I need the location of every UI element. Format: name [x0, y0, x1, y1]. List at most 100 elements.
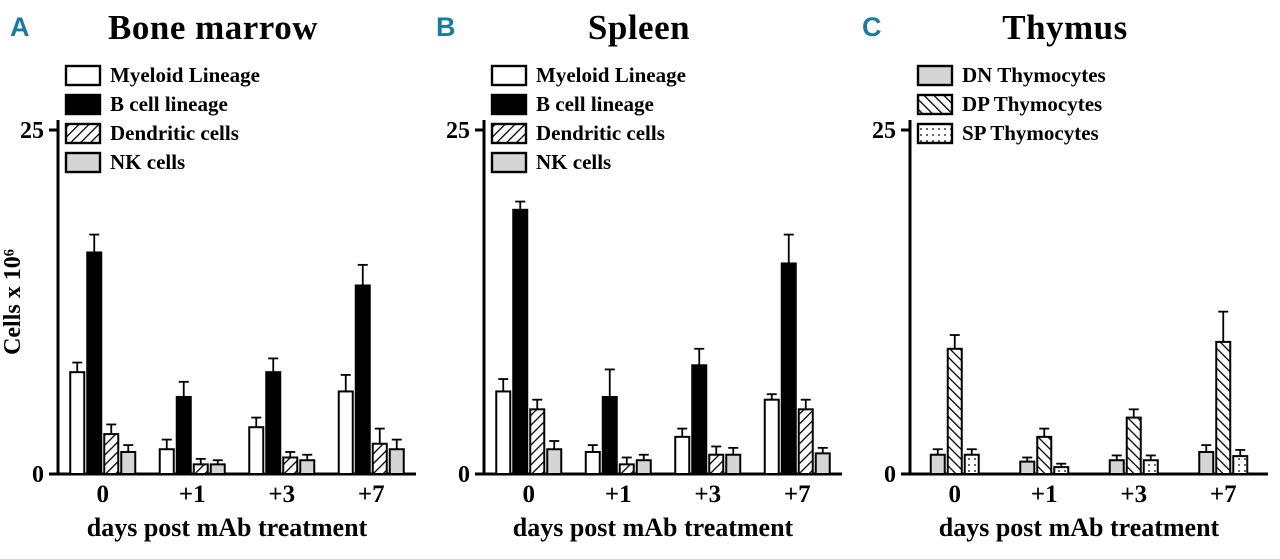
- bar: [337, 390, 354, 475]
- bar: [963, 453, 980, 475]
- legend: DN Thymocytes DP Thymocytes SP Thymocytes: [916, 63, 1106, 145]
- axes: 0 25: [872, 118, 1268, 488]
- x-tick-label: 0: [523, 481, 536, 508]
- bar: [209, 463, 226, 476]
- bar: [584, 450, 601, 476]
- bar: [388, 448, 405, 475]
- legend-label: B cell lineage: [110, 92, 228, 116]
- legend-label: Myeloid Lineage: [110, 63, 260, 87]
- bar: [1019, 460, 1036, 475]
- bar: [814, 452, 831, 475]
- bar: [1125, 416, 1142, 476]
- legend-swatch-solid-white: [490, 64, 528, 87]
- bar: [674, 435, 691, 475]
- legend-swatch-dots: [916, 122, 954, 145]
- y-tick-label: 0: [32, 462, 44, 488]
- bar: [691, 364, 708, 475]
- bar: [248, 426, 265, 476]
- bar: [635, 459, 652, 475]
- y-tick-label: 0: [458, 462, 470, 488]
- bar: [120, 450, 137, 476]
- x-tick-label: +3: [268, 481, 295, 508]
- panel-letter-a: A: [10, 12, 30, 42]
- x-tick-label: +7: [784, 481, 811, 508]
- legend-label: Dendritic cells: [110, 121, 239, 145]
- panel-letter-c: C: [862, 12, 882, 42]
- legend-label: DN Thymocytes: [962, 63, 1106, 87]
- legend: Myeloid Lineage B cell lineage Dendritic c…: [490, 63, 686, 174]
- legend-label: B cell lineage: [536, 92, 654, 116]
- legend-swatch-solid-gray: [916, 64, 954, 87]
- bar: [708, 453, 725, 475]
- bar: [192, 463, 209, 476]
- bar: [103, 433, 120, 476]
- bar-chart-bone-marrow: 0 25 0 +1 +3 +7 days post mAb treatment Cells x…: [0, 63, 416, 542]
- bar: [546, 448, 563, 475]
- bar: [780, 262, 797, 475]
- bar: [618, 463, 635, 476]
- legend-swatch-solid-black: [490, 93, 528, 116]
- legend-swatch-solid-gray: [64, 151, 102, 174]
- bar: [1108, 459, 1125, 475]
- x-axis-title: days post mAb treatment: [513, 513, 794, 542]
- series-b-cell-lineage: [86, 233, 371, 475]
- bar: [265, 371, 282, 475]
- legend-label: Myeloid Lineage: [536, 63, 686, 87]
- y-axis-title: Cells x 10⁶: [0, 249, 26, 355]
- x-axis-title: days post mAb treatment: [939, 513, 1220, 542]
- panel-title-thymus: Thymus: [1002, 8, 1128, 47]
- x-tick-label: +7: [1210, 481, 1237, 508]
- legend-label: SP Thymocytes: [962, 121, 1099, 145]
- bar: [1036, 435, 1053, 475]
- bar: [175, 395, 192, 475]
- bar: [495, 390, 512, 475]
- bar: [1053, 466, 1070, 475]
- x-tick-label: +1: [605, 481, 632, 508]
- panel-header: C Thymus: [852, 0, 1278, 54]
- series-sp-thymocytes: [963, 448, 1249, 475]
- series-nk-cells: [120, 438, 405, 476]
- legend-label: DP Thymocytes: [962, 92, 1102, 116]
- legend-swatch-solid-black: [64, 93, 102, 116]
- legend-swatch-solid-gray: [490, 151, 528, 174]
- bar: [946, 347, 963, 475]
- legend: Myeloid Lineage B cell lineage Dendritic c…: [64, 63, 260, 174]
- series-myeloid-lineage: [69, 361, 354, 476]
- legend-swatch-solid-white: [64, 64, 102, 87]
- bar: [1215, 340, 1232, 475]
- panel-title-bone-marrow: Bone marrow: [108, 8, 318, 47]
- bar: [763, 398, 780, 476]
- x-tick-label: 0: [97, 481, 110, 508]
- bar: [354, 284, 371, 475]
- bar-chart-spleen: 0 25 0 +1 +3 +7 days post mAb treatment Myeloid…: [446, 63, 842, 542]
- panel-spleen: B Spleen 0 25 0 +1 +3 +7 days post mAb treatme…: [426, 0, 852, 559]
- panel-letter-b: B: [436, 12, 456, 42]
- series-dp-thymocytes: [946, 310, 1232, 476]
- bar: [512, 208, 529, 475]
- series-nk-cells: [546, 440, 831, 475]
- bar: [929, 453, 946, 475]
- bar: [86, 251, 103, 475]
- legend-label: NK cells: [110, 150, 185, 174]
- bar: [725, 453, 742, 475]
- panel-thymus: C Thymus 0 25 0 +1 +3 +7 days post mAb treatme…: [852, 0, 1278, 559]
- legend-swatch-hatch-forward: [490, 122, 528, 145]
- bar: [299, 459, 316, 475]
- panel-title-spleen: Spleen: [587, 8, 691, 47]
- x-tick-label: 0: [949, 481, 962, 508]
- series-myeloid-lineage: [495, 378, 780, 476]
- bar: [1142, 459, 1159, 475]
- series-dn-thymocytes: [929, 444, 1215, 476]
- bar: [158, 448, 175, 475]
- series-dendritic-cells: [103, 423, 388, 476]
- x-tick-label: +7: [358, 481, 385, 508]
- y-tick-label: 25: [872, 118, 896, 144]
- legend-label: NK cells: [536, 150, 611, 174]
- y-tick-label: 25: [446, 118, 470, 144]
- bar: [1232, 455, 1249, 475]
- x-tick-label: +1: [1031, 481, 1058, 508]
- y-tick-label: 25: [20, 118, 44, 144]
- legend-swatch-hatch-forward: [64, 122, 102, 145]
- panel-header: B Spleen: [426, 0, 852, 54]
